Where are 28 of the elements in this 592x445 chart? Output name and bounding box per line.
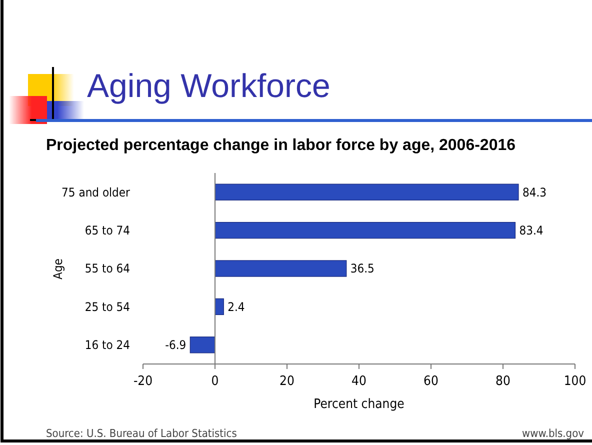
bar: [214, 298, 224, 316]
y-tick-label: 16 to 24: [84, 338, 130, 352]
bar: [214, 260, 347, 277]
y-axis-title: Age: [51, 258, 65, 280]
x-tick-label: 100: [564, 374, 586, 389]
bar: [214, 222, 516, 239]
x-tick-label: 60: [424, 374, 438, 389]
y-tick-label: 75 and older: [62, 185, 131, 200]
data-label: 36.5: [350, 262, 374, 276]
x-tick-label: 0: [211, 374, 219, 389]
y-tick-label: 55 to 64: [84, 262, 130, 276]
y-tick-label: 65 to 74: [84, 224, 130, 238]
data-label: 83.4: [519, 224, 544, 238]
data-label: 84.3: [522, 185, 547, 200]
bar: [190, 336, 216, 354]
bar: [214, 184, 519, 200]
text: www.bls.gov: [522, 427, 584, 440]
x-axis-title: Percent change: [314, 397, 404, 412]
chart-subtitle: Projected percentage change in labor force by age, 2006-2016: [46, 137, 516, 154]
x-tick-label: 40: [352, 374, 366, 389]
x-tick-label: 80: [496, 374, 510, 389]
data-label: -6.9: [165, 338, 186, 352]
data-label: 2.4: [228, 300, 245, 314]
chart-title: Aging Workforce: [87, 67, 330, 104]
y-tick-label: 25 to 54: [84, 300, 130, 314]
x-tick-label: -20: [133, 374, 153, 389]
x-tick-label: 20: [280, 374, 294, 389]
source-note: Source: U.S. Bureau of Labor Statistics: [46, 427, 237, 440]
